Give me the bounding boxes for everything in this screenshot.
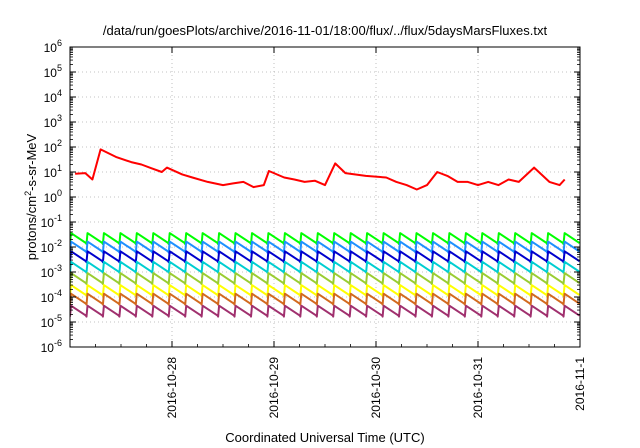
series-line-1 [75,148,566,191]
series-line-7 [70,284,580,297]
y-tick-label: 10-3 [41,263,62,280]
y-tick-label: 10-2 [41,238,62,255]
series-line-2 [70,232,580,245]
y-axis-label-superscript: 2 [23,191,33,196]
y-tick-label: 10-5 [41,313,62,330]
y-tick-label: 10-1 [41,213,62,230]
y-tick-label: 10-6 [41,338,62,355]
grid [70,47,581,347]
series-line-8 [70,292,580,306]
y-tick-label: 106 [44,38,62,55]
series-line-6 [70,272,580,285]
y-tick-label: 105 [44,63,62,80]
y-tick-label: 101 [44,163,62,180]
x-axis-ticks: 2016-10-28 2016-10-29 2016-10-30 2016-10-31… [95,47,587,419]
series-line-5 [70,260,580,274]
y-tick-label: 103 [44,113,62,130]
x-tick-label: 2016-10-30 [369,357,383,419]
x-tick-label: 2016-10-28 [165,357,179,419]
series-line-9 [70,304,580,318]
y-axis-label-suffix: -s-sr-MeV [24,133,39,190]
y-axis-label-prefix: protons/cm [24,196,39,260]
y-tick-label: 100 [44,188,62,205]
y-axis-ticks: 106 105 104 103 102 101 100 10-1 10-2 10-3 10-4 10-… [41,38,580,355]
x-axis-label: Coordinated Universal Time (UTC) [225,430,424,445]
series-line-3 [70,240,580,254]
series-line-4 [70,250,580,264]
y-tick-label: 10-4 [41,288,62,305]
chart-title: /data/run/goesPlots/archive/2016-11-01/1… [103,23,548,38]
y-axis-label: protons/cm2-s-sr-MeV [23,133,39,260]
x-tick-label: 2016-10-31 [471,357,485,419]
x-tick-label: 2016-11-1 [573,357,587,411]
series-lines [70,148,580,318]
y-tick-label: 102 [44,138,62,155]
x-tick-label: 2016-10-29 [267,357,281,419]
y-tick-label: 104 [44,88,62,105]
